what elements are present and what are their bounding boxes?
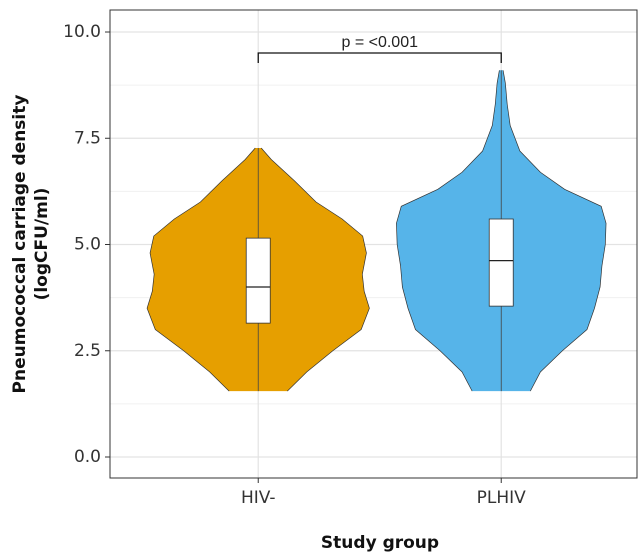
box — [488, 218, 514, 307]
x-tick-label: HIV- — [241, 488, 276, 508]
violin-outline — [396, 70, 500, 392]
violin-outline — [260, 147, 370, 392]
annotation: p = <0.001 — [341, 34, 418, 51]
significance-bracket — [257, 52, 502, 63]
y-axis-title: Pneumococcal carriage density — [10, 95, 30, 394]
violin-outline — [146, 147, 256, 392]
plot-area: p = <0.001 — [109, 9, 638, 479]
box — [245, 237, 271, 324]
y-axis-title: (logCFU/ml) — [32, 188, 52, 301]
violin-outline — [502, 70, 607, 392]
y-tick-label: 5.0 — [74, 235, 101, 255]
y-tick-label: 7.5 — [74, 128, 101, 148]
y-tick-label: 2.5 — [74, 341, 101, 361]
y-tick-label: 0.0 — [74, 447, 101, 467]
x-tick-label: PLHIV — [477, 488, 527, 508]
x-axis-title: Study group — [321, 533, 439, 553]
y-tick-label: 10.0 — [63, 22, 101, 42]
panel-border — [109, 9, 638, 479]
